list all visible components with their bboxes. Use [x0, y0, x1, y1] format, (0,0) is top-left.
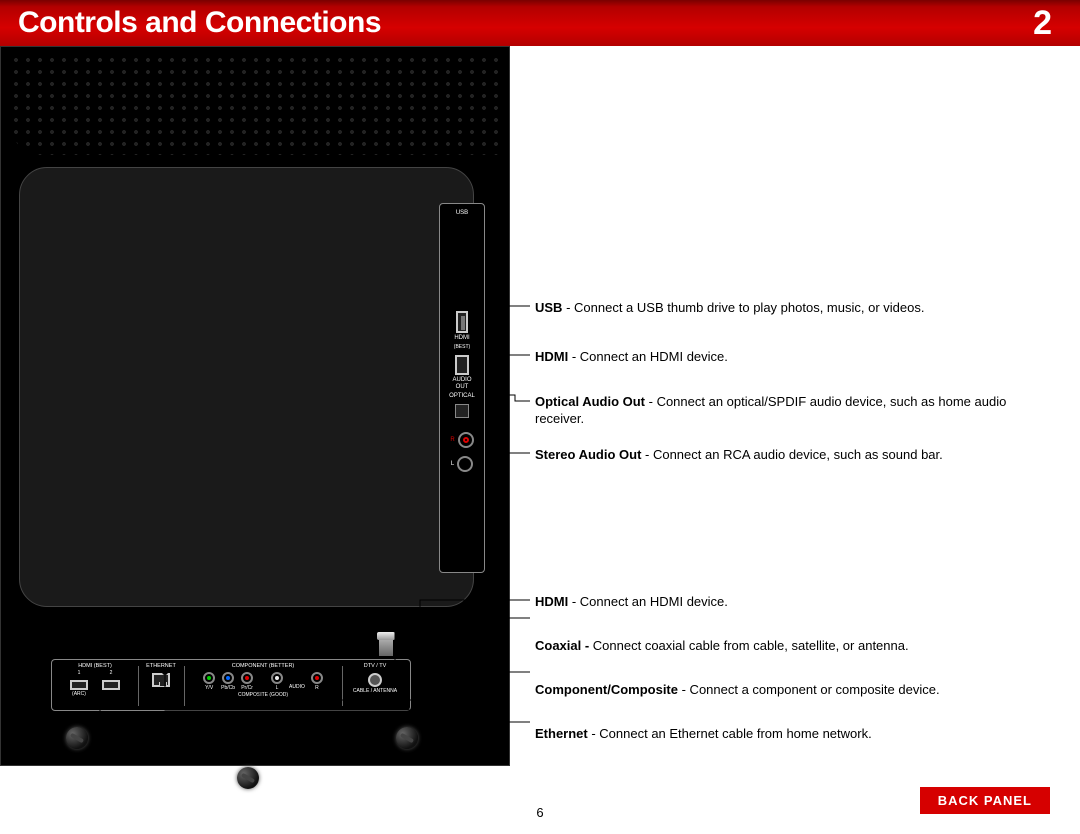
page-number: 6 [0, 805, 1080, 820]
rca-white-jack-icon [457, 456, 473, 472]
component-y-jack-icon [203, 672, 215, 684]
callout-coaxial: Coaxial - Connect coaxial cable from cab… [535, 637, 1055, 654]
ethernet-port-icon [152, 673, 170, 687]
rca-l-label: L [451, 461, 454, 467]
optical-port-icon [455, 404, 469, 418]
hdmi1-port-icon [70, 680, 88, 690]
component-pb-jack-icon [222, 672, 234, 684]
audio-l-jack-icon [271, 672, 283, 684]
bottom-connector-stubs [186, 639, 291, 655]
vent-grille [11, 55, 501, 155]
audio-r-jack-icon [311, 672, 323, 684]
callout-hdmi-side: HDMI - Connect an HDMI device. [535, 348, 1055, 365]
callout-usb: USB - Connect a USB thumb drive to play … [535, 299, 1055, 316]
callout-hdmi-bottom: HDMI - Connect an HDMI device. [535, 593, 1055, 610]
ethernet-header: ETHERNET [146, 663, 176, 669]
usb-label: USB [456, 210, 468, 217]
callout-component: Component/Composite - Connect a componen… [535, 681, 1055, 698]
usb-port-icon [456, 311, 468, 333]
callout-optical: Optical Audio Out - Connect an optical/S… [535, 393, 1055, 427]
chapter-title: Controls and Connections [18, 6, 381, 40]
coax-stub [379, 632, 393, 656]
hdmi-best-label: (BEST) [454, 344, 470, 351]
bottom-port-panel: HDMI (BEST) 1 (ARC) 2 ETHERNET COMPONENT… [51, 659, 411, 711]
screw-icon [396, 727, 418, 749]
callout-stereo: Stereo Audio Out - Connect an RCA audio … [535, 446, 1055, 463]
audio-out-label: AUDIO OUT [452, 377, 471, 391]
dtv-header: DTV / TV [364, 663, 387, 669]
side-port-panel: USB HDMI (BEST) AUDIO OUT OPTICAL R L [439, 203, 485, 573]
screw-icon [237, 767, 259, 789]
callout-ethernet: Ethernet - Connect an Ethernet cable fro… [535, 725, 1055, 742]
coax-port-icon [368, 673, 382, 687]
side-rca-stubs [485, 514, 505, 538]
chapter-number: 2 [1033, 4, 1052, 43]
screw-icon [66, 727, 88, 749]
rca-red-jack-icon [458, 432, 474, 448]
hdmi-label: HDMI [454, 335, 469, 342]
rca-r-label: R [450, 437, 454, 443]
optical-label: OPTICAL [449, 393, 475, 400]
back-plate [19, 167, 474, 607]
chapter-header: Controls and Connections 2 [0, 0, 1080, 46]
hdmi2-port-icon [102, 680, 120, 690]
tv-back-panel-illustration: USB HDMI (BEST) AUDIO OUT OPTICAL R L HD… [0, 46, 510, 766]
hdmi-port-icon [455, 355, 469, 375]
component-pr-jack-icon [241, 672, 253, 684]
